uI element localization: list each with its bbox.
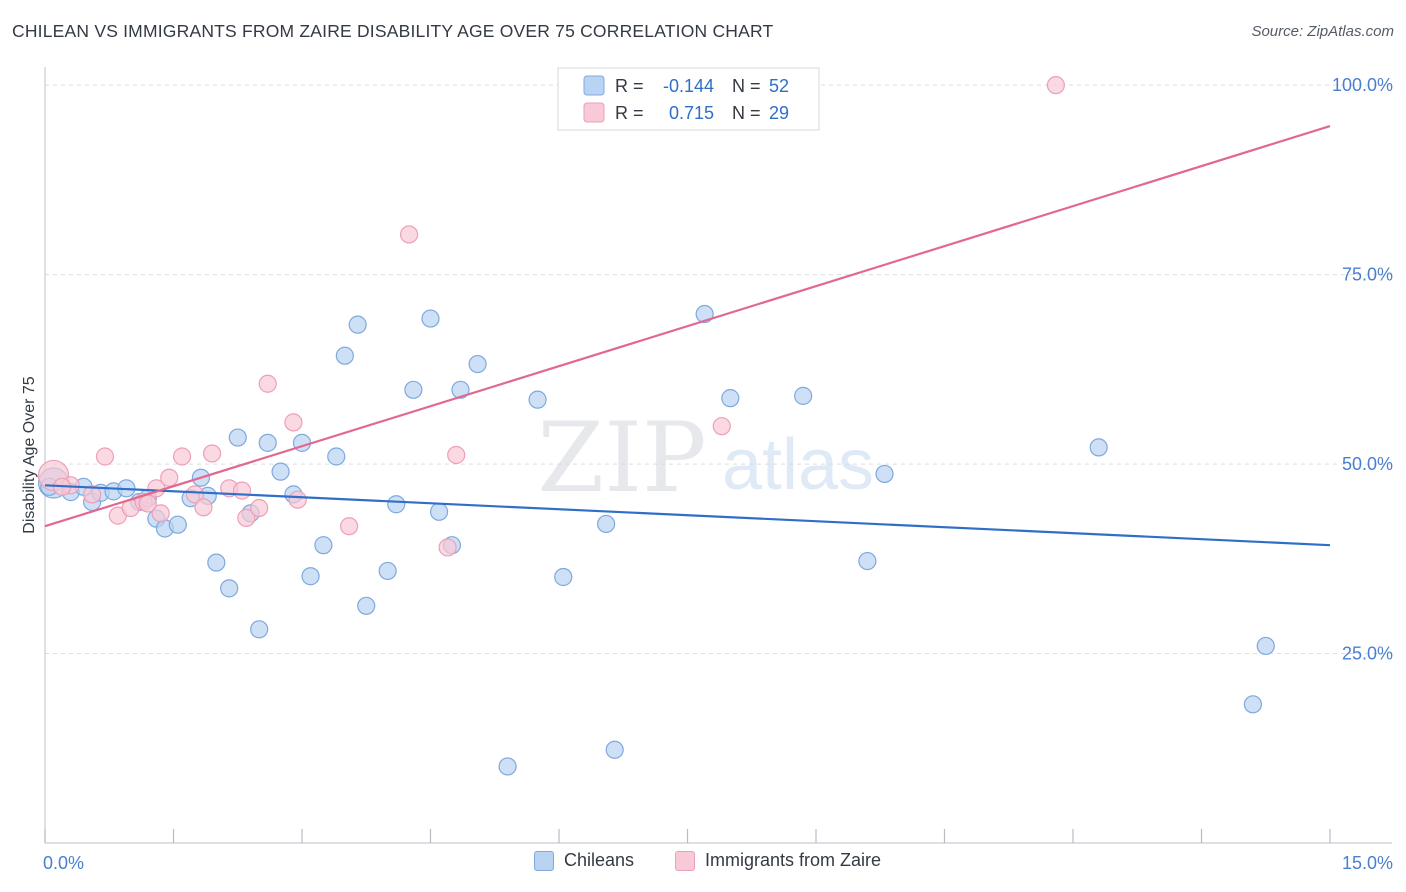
x-tick-label: 15.0% xyxy=(1342,853,1393,873)
zaire-point xyxy=(83,485,102,504)
legend-label-zaire: Immigrants from Zaire xyxy=(705,850,882,870)
watermark: ZIP atlas xyxy=(537,402,874,514)
chileans-point xyxy=(605,740,624,759)
chileans-point xyxy=(875,464,894,484)
tick-labels: 25.0% 50.0% 75.0% 100.0% 0.0% 15.0% xyxy=(43,75,1393,873)
zaire-point xyxy=(95,447,115,466)
chileans-point xyxy=(314,536,333,555)
legend-box: R = -0.144 N = 52 R = 0.715 N = 29 xyxy=(557,67,820,131)
chileans-point xyxy=(597,514,616,534)
zaire-point xyxy=(1046,76,1065,95)
chart-title: CHILEAN VS IMMIGRANTS FROM ZAIRE DISABIL… xyxy=(12,21,774,41)
y-tick-label: 50.0% xyxy=(1342,454,1393,474)
x-tick-label: 0.0% xyxy=(43,853,84,873)
chileans-point xyxy=(301,567,320,586)
y-axis-label: Disability Age Over 75 xyxy=(21,376,38,534)
chileans-points xyxy=(37,304,1275,776)
zaire-point xyxy=(438,538,457,557)
chileans-point xyxy=(1089,438,1108,457)
y-tick-label: 75.0% xyxy=(1342,265,1393,285)
watermark-zip: ZIP xyxy=(537,402,706,514)
bottom-legend: Chileans Immigrants from Zaire xyxy=(0,850,1406,880)
chileans-point xyxy=(387,495,406,514)
zaire-points xyxy=(37,76,1065,557)
chileans-point xyxy=(404,380,423,399)
zaire-point xyxy=(202,444,222,463)
legend-swatch-chileans xyxy=(534,850,554,871)
chileans-point xyxy=(1243,695,1263,714)
chileans-point xyxy=(468,354,487,374)
chileans-point xyxy=(554,567,573,587)
chileans-point xyxy=(378,561,397,581)
chileans-point xyxy=(327,447,346,466)
chileans-trend-line xyxy=(44,484,1331,547)
legend-item-zaire[interactable]: Immigrants from Zaire xyxy=(675,850,881,871)
zaire-point xyxy=(138,494,157,513)
zaire-point xyxy=(447,445,466,465)
zaire-point xyxy=(340,517,359,536)
zaire-point xyxy=(232,481,252,500)
legend-r-label: R = xyxy=(615,103,644,123)
legend-r-value: 0.715 xyxy=(669,103,714,123)
chileans-point xyxy=(220,579,239,598)
zaire-point xyxy=(237,508,256,527)
chileans-point xyxy=(858,551,877,571)
zaire-point xyxy=(284,413,303,432)
legend-swatch-zaire xyxy=(675,850,695,871)
legend-n-value: 52 xyxy=(769,76,789,96)
zaire-point xyxy=(250,498,269,518)
zaire-point xyxy=(185,485,205,504)
chileans-point xyxy=(258,433,277,452)
chileans-point xyxy=(250,620,269,639)
legend-n-label: N = xyxy=(732,103,761,123)
zaire-point xyxy=(288,490,307,509)
legend-r-value: -0.144 xyxy=(663,76,714,96)
watermark-atlas: atlas xyxy=(722,425,874,505)
zaire-point xyxy=(160,468,179,487)
chileans-point xyxy=(451,380,470,399)
chileans-point xyxy=(207,553,226,572)
y-tick-label: 25.0% xyxy=(1342,644,1393,664)
chileans-point xyxy=(271,462,290,481)
chileans-point xyxy=(429,502,449,521)
chileans-point xyxy=(498,757,517,776)
legend-n-label: N = xyxy=(732,76,761,96)
legend-swatch-zaire xyxy=(583,102,605,123)
chileans-point xyxy=(1256,636,1275,656)
zaire-point xyxy=(151,504,170,523)
axes xyxy=(44,67,1392,844)
chileans-point xyxy=(721,389,740,408)
legend-label-chileans: Chileans xyxy=(564,850,635,870)
chileans-point xyxy=(421,309,440,328)
legend-swatch-chileans xyxy=(583,75,605,96)
zaire-point xyxy=(399,225,419,244)
chileans-point xyxy=(228,428,247,447)
chileans-point xyxy=(528,390,547,409)
chileans-point xyxy=(695,304,714,324)
chileans-point xyxy=(794,386,813,405)
y-tick-label: 100.0% xyxy=(1332,75,1393,95)
chileans-point xyxy=(335,346,354,365)
legend-n-value: 29 xyxy=(769,103,789,123)
legend-r-label: R = xyxy=(615,76,644,96)
legend-item-chileans[interactable]: Chileans xyxy=(534,850,634,871)
trend-lines xyxy=(44,125,1331,547)
zaire-point xyxy=(712,417,731,436)
zaire-point xyxy=(258,374,277,393)
grid xyxy=(45,84,1392,655)
chileans-point xyxy=(348,315,367,334)
source-label: Source: ZipAtlas.com xyxy=(1251,23,1394,40)
zaire-point xyxy=(172,447,192,466)
zaire-trend-line xyxy=(44,125,1331,528)
chileans-point xyxy=(168,515,187,534)
zaire-point xyxy=(194,498,213,517)
chileans-point xyxy=(357,596,376,615)
